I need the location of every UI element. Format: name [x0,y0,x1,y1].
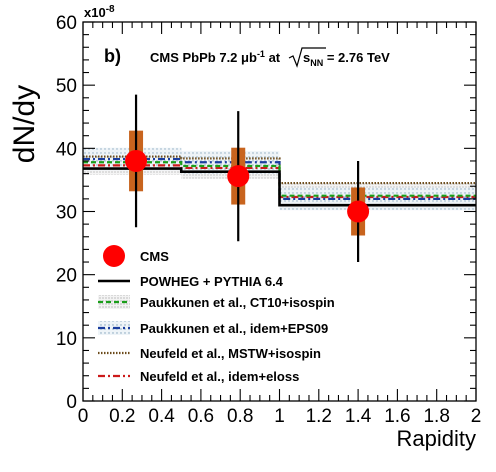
x-tick-label: 1.2 [306,406,332,427]
legend-label: CMS [140,249,169,264]
y-tick-label: 0 [66,392,77,413]
y-exponent: x10-8 [84,4,115,20]
svg-text:sNN = 2.76 TeV: sNN = 2.76 TeV [303,50,390,68]
y-tick-label: 40 [56,139,77,160]
legend-cms-marker [103,245,125,267]
sqrt-sign [288,47,326,68]
legend-label: Neufeld et al., MSTW+isospin [140,346,321,361]
legend: CMS POWHEG + PYTHIA 6.4 Paukkunen et al., … [98,245,335,384]
legend-label: Paukkunen et al., idem+EPS09 [140,321,328,336]
x-axis-title: Rapidity [397,426,476,451]
x-tick-label: 1.8 [423,406,449,427]
x-tick-label: 0.2 [109,406,135,427]
x-tick-label: 0.8 [227,406,253,427]
x-tick-label: 0.6 [188,406,214,427]
theory-line [83,161,476,197]
theory-line [83,155,476,185]
y-axis-title: dN/dy [8,85,41,163]
x-tick-label: 0 [78,406,89,427]
theory-line [83,164,476,199]
y-tick-label: 20 [56,266,77,287]
cms-point [125,149,148,172]
x-axis-ticks: 0 0.2 0.4 0.6 0.8 1 1.2 1.4 1.6 1.8 2 [78,22,482,427]
x-tick-label: 1.6 [384,406,410,427]
plot-frame [82,21,477,402]
x-tick-label: 1 [274,406,285,427]
x-tick-label: 1.4 [345,406,372,427]
theory-line [83,157,476,200]
y-tick-label: 50 [56,76,77,97]
cms-point [347,200,370,223]
x-tick-label: 2 [471,406,482,427]
y-tick-label: 60 [56,13,77,34]
y-axis-ticks: 0 10 20 30 40 50 60 [56,13,476,413]
panel-label: b) [104,46,121,66]
annotation: CMS PbPb 7.2 μb-1 at sNN = 2.76 TeV [150,47,390,68]
legend-label: POWHEG + PYTHIA 6.4 [140,274,284,289]
x-tick-label: 0.4 [148,406,175,427]
y-tick-label: 10 [56,329,77,350]
legend-label: Neufeld et al., idem+eloss [140,369,299,384]
y-tick-label: 30 [56,203,77,224]
legend-label: Paukkunen et al., CT10+isospin [140,295,335,310]
cms-data-points [125,94,370,263]
svg-text:CMS PbPb 7.2 μb-1 at: CMS PbPb 7.2 μb-1 at [150,49,281,65]
cms-point [227,165,250,188]
